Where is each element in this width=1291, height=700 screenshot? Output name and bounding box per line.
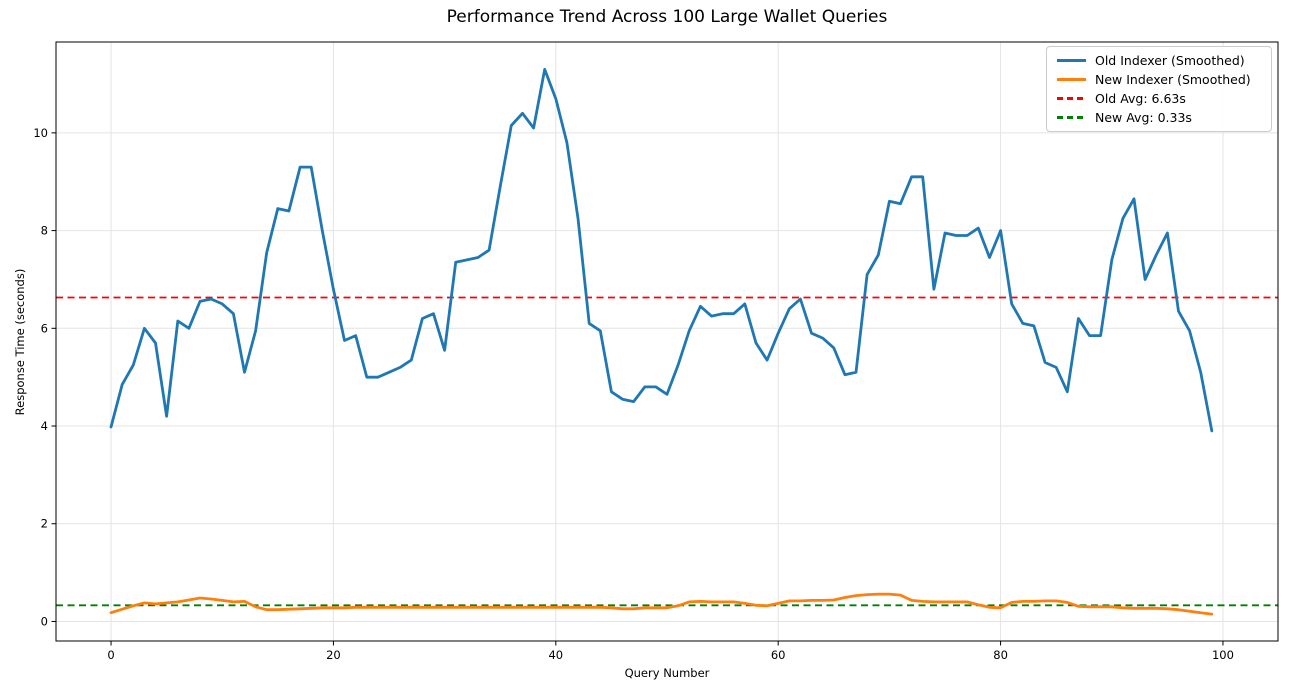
legend-label: Old Avg: 6.63s <box>1095 91 1186 106</box>
series-line <box>109 592 1214 616</box>
y-tick-label: 2 <box>41 517 48 531</box>
chart-title: Performance Trend Across 100 Large Walle… <box>446 7 888 27</box>
legend-line-sample-new-indexer <box>1057 77 1086 82</box>
legend-line-sample-new-avg <box>1057 116 1086 119</box>
legend: Old Indexer (Smoothed) New Indexer (Smoo… <box>1046 46 1272 132</box>
legend-line-sample-old-indexer <box>1057 58 1086 63</box>
y-tick-label: 0 <box>41 614 48 628</box>
legend-item-old-avg: Old Avg: 6.63s <box>1047 89 1271 108</box>
legend-line-sample-old-avg <box>1057 97 1086 100</box>
x-tick-label: 0 <box>107 648 114 662</box>
y-tick-label: 6 <box>41 321 48 335</box>
x-tick-label: 40 <box>548 648 563 662</box>
legend-label: Old Indexer (Smoothed) <box>1095 53 1245 68</box>
y-tick-label: 4 <box>41 419 48 433</box>
plot-border <box>55 41 1279 642</box>
y-tick-label: 10 <box>33 126 48 140</box>
legend-label: New Indexer (Smoothed) <box>1095 72 1251 87</box>
x-tick-label: 20 <box>326 648 341 662</box>
legend-item-old-indexer: Old Indexer (Smoothed) <box>1047 51 1271 70</box>
y-axis-label: Response Time (seconds) <box>13 268 27 416</box>
x-tick-label: 80 <box>993 648 1008 662</box>
legend-item-new-indexer: New Indexer (Smoothed) <box>1047 70 1271 89</box>
legend-label: New Avg: 0.33s <box>1095 110 1192 125</box>
y-tick-label: 8 <box>41 224 48 238</box>
series-line <box>109 68 1214 433</box>
x-axis-label: Query Number <box>624 666 710 680</box>
x-tick-label: 60 <box>771 648 786 662</box>
x-tick-label: 100 <box>1212 648 1234 662</box>
legend-item-new-avg: New Avg: 0.33s <box>1047 108 1271 127</box>
